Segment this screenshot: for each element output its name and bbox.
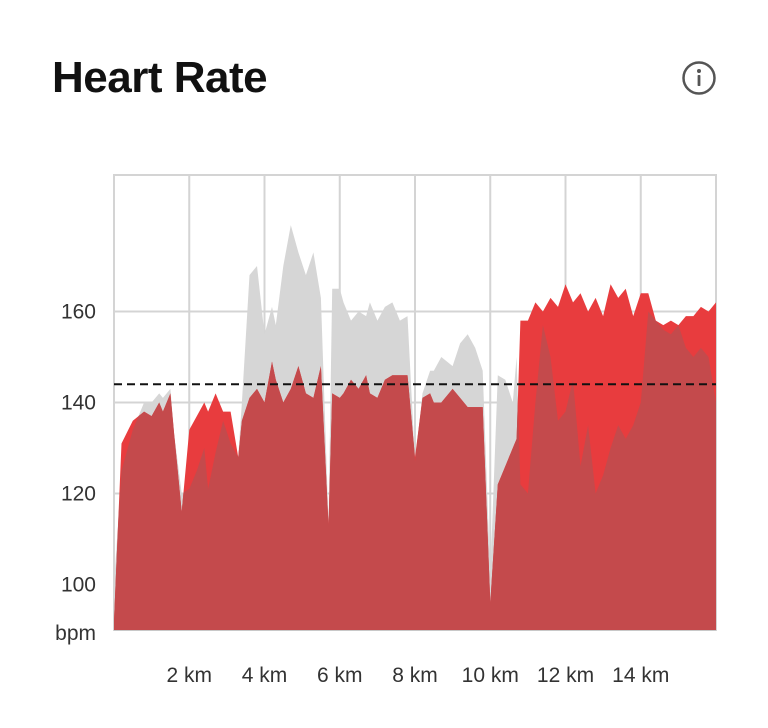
chart-ticks: 100 120 140 160 bpm 2 km 4 km 6 km 8 km 10 km 12 k… (55, 301, 669, 688)
y-tick-label: 100 (61, 574, 96, 597)
x-tick-label: 2 km (166, 664, 212, 687)
x-tick-label: 8 km (392, 664, 438, 687)
x-tick-label: 10 km (462, 664, 519, 687)
y-tick-label: 140 (61, 392, 96, 415)
x-tick-label: 6 km (317, 664, 363, 687)
x-tick-label: 14 km (612, 664, 669, 687)
page-title: Heart Rate (52, 53, 268, 102)
x-tick-label: 4 km (242, 664, 288, 687)
y-unit-label: bpm (55, 622, 96, 645)
y-tick-label: 120 (61, 483, 96, 506)
x-tick-label: 12 km (537, 664, 594, 687)
info-icon[interactable] (681, 60, 717, 96)
chart-series (114, 225, 716, 630)
y-tick-label: 160 (61, 301, 96, 324)
